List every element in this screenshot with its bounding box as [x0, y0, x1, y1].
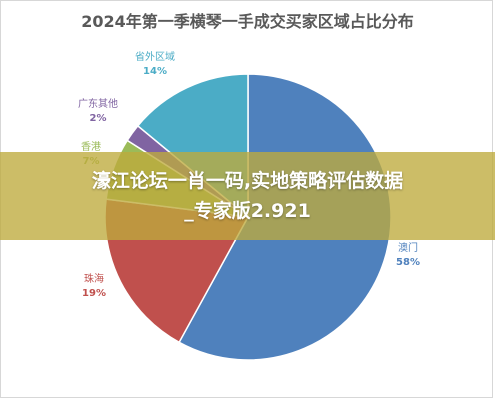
slice-label-guangdong-other: 广东其他 [78, 97, 118, 110]
banner-line-2: _专家版2.921 [184, 200, 311, 222]
banner-line-1: 濠江论坛一肖一码,实地策略评估数据 [91, 170, 404, 192]
slice-label-outside-province: 省外区域 [135, 50, 175, 63]
slice-label-zhuhai: 珠海 [84, 272, 104, 285]
banner-text: 濠江论坛一肖一码,实地策略评估数据 _专家版2.921 [8, 166, 487, 226]
slice-label-hongkong: 香港 [81, 141, 101, 153]
slice-pct-outside-province: 14% [143, 66, 167, 77]
slice-pct-guangdong-other: 2% [90, 113, 107, 124]
slice-label-macau: 澳门 [398, 241, 418, 254]
slice-pct-macau: 58% [396, 257, 420, 268]
slice-pct-zhuhai: 19% [82, 288, 106, 299]
watermark-banner: 濠江论坛一肖一码,实地策略评估数据 _专家版2.921 [0, 152, 495, 240]
chart-title: 2024年第一季横琴一手成交买家区域占比分布 [81, 12, 414, 31]
